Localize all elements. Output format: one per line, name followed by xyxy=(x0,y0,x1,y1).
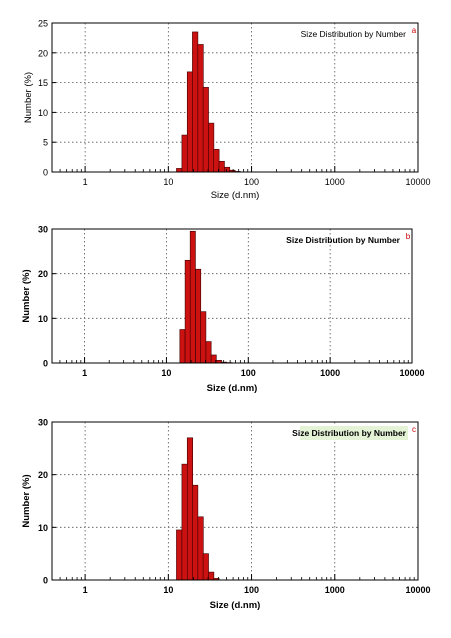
y-tick-label: 0 xyxy=(43,576,48,586)
y-tick-label: 30 xyxy=(38,418,48,428)
x-tick-label: 1000 xyxy=(320,368,340,378)
bar xyxy=(202,553,209,581)
bar xyxy=(195,268,202,364)
bar xyxy=(186,71,194,173)
plot-frame xyxy=(51,421,419,581)
y-tick-label: 10 xyxy=(38,314,48,324)
bar xyxy=(213,149,220,173)
x-tick-label: 1000 xyxy=(325,177,345,187)
x-tick-label: 10 xyxy=(163,585,173,595)
bar xyxy=(218,160,225,173)
chart-title: Size Distribution by Number xyxy=(292,428,407,438)
x-tick-label: 10000 xyxy=(405,585,430,595)
y-tick-label: 20 xyxy=(38,48,48,58)
chart-panel-c: 1 10 100 1000 10000 0 10 20 30 Size (d.nm) Number … xyxy=(21,418,431,612)
bar xyxy=(197,516,204,581)
x-axis-label: Size (d.nm) xyxy=(211,190,260,201)
bar xyxy=(208,571,215,581)
chart-title: Size Distribution by Number xyxy=(301,29,407,39)
x-tick-label: 100 xyxy=(244,177,259,187)
y-tick-label: 20 xyxy=(38,269,48,279)
plot-frame xyxy=(51,22,419,173)
y-tick-label: 20 xyxy=(38,470,48,480)
plot-frame xyxy=(51,228,413,364)
title-highlight xyxy=(300,426,408,440)
x-tick-label: 10000 xyxy=(405,177,430,187)
x-tick-label: 100 xyxy=(241,368,256,378)
bar xyxy=(186,437,194,581)
x-tick-label: 10000 xyxy=(399,368,424,378)
y-axis-label: Number (%) xyxy=(21,474,32,527)
bar xyxy=(208,122,215,173)
bar xyxy=(223,166,231,173)
y-tick-label: 15 xyxy=(38,78,48,88)
bar xyxy=(200,311,207,364)
y-axis-label: Number (%) xyxy=(21,269,32,322)
x-axis-label: Size (d.nm) xyxy=(207,383,258,394)
bar xyxy=(202,87,209,173)
chart-title: Size Distribution by Number xyxy=(286,235,401,245)
x-axis-label: Size (d.nm) xyxy=(210,600,261,611)
bar xyxy=(192,484,199,581)
panel-letter: b xyxy=(406,232,411,241)
panel-letter: c xyxy=(412,425,416,434)
bar xyxy=(192,31,199,173)
bar xyxy=(181,134,188,173)
y-tick-label: 10 xyxy=(38,108,48,118)
y-tick-label: 0 xyxy=(43,168,48,178)
bar xyxy=(184,259,191,364)
chart-panel-b: 1 10 100 1000 10000 0 10 20 30 Size (d.nm) Number … xyxy=(21,225,425,395)
y-tick-label: 5 xyxy=(43,138,48,148)
bar xyxy=(181,463,188,581)
x-tick-label: 100 xyxy=(244,585,259,595)
x-tick-label: 1 xyxy=(83,585,88,595)
x-tick-label: 1 xyxy=(83,177,88,187)
y-tick-label: 30 xyxy=(38,225,48,235)
bar xyxy=(176,529,183,581)
y-tick-label: 10 xyxy=(38,523,48,533)
bar xyxy=(179,329,186,364)
y-tick-label: 0 xyxy=(43,359,48,369)
bar xyxy=(189,230,196,364)
chart-panel-a: 1 10 100 1000 10000 0 5 10 15 20 25 Size (d.nm) Numb… xyxy=(23,19,431,202)
x-tick-label: 10 xyxy=(163,177,173,187)
y-tick-label: 25 xyxy=(38,19,48,29)
x-tick-label: 1 xyxy=(82,368,87,378)
y-axis-label: Number (%) xyxy=(23,72,34,123)
x-tick-label: 10 xyxy=(161,368,171,378)
panel-letter: a xyxy=(412,26,417,35)
bar xyxy=(176,168,183,173)
bar xyxy=(197,44,204,173)
bar xyxy=(205,341,212,364)
x-tick-label: 1000 xyxy=(325,585,345,595)
